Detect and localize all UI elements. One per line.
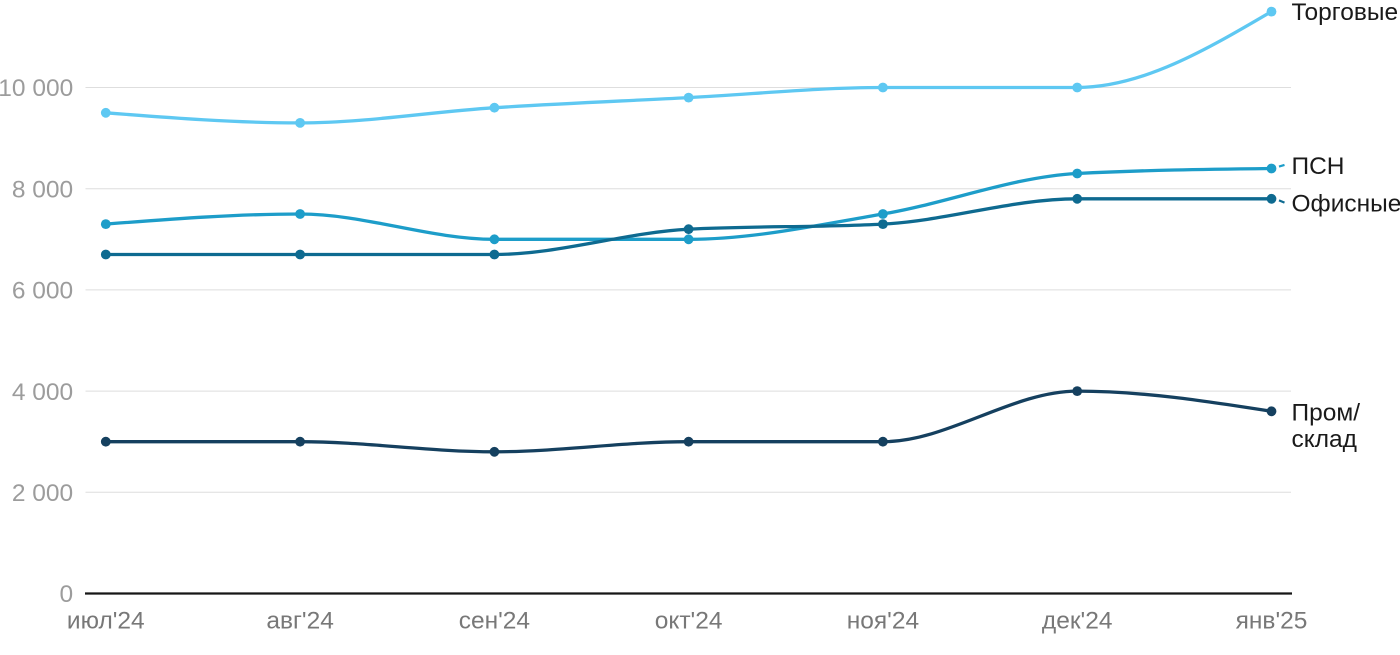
svg-text:10 000: 10 000 bbox=[0, 75, 73, 102]
svg-text:4 000: 4 000 bbox=[12, 379, 73, 406]
svg-text:склад: склад bbox=[1292, 426, 1357, 453]
svg-text:2 000: 2 000 bbox=[12, 480, 73, 507]
svg-text:ноя'24: ноя'24 bbox=[847, 608, 919, 635]
svg-text:Торговые: Торговые bbox=[1292, 0, 1399, 26]
svg-text:окт'24: окт'24 bbox=[655, 608, 723, 635]
svg-text:6 000: 6 000 bbox=[12, 278, 73, 305]
svg-text:сен'24: сен'24 bbox=[459, 608, 530, 635]
svg-text:ПСН: ПСН bbox=[1292, 153, 1345, 180]
svg-text:Пром/: Пром/ bbox=[1292, 400, 1361, 427]
svg-text:дек'24: дек'24 bbox=[1042, 608, 1113, 635]
svg-text:Офисные: Офисные bbox=[1292, 191, 1400, 218]
svg-text:июл'24: июл'24 bbox=[67, 608, 145, 635]
svg-text:янв'25: янв'25 bbox=[1236, 608, 1308, 635]
svg-text:0: 0 bbox=[60, 581, 74, 608]
svg-text:авг'24: авг'24 bbox=[266, 608, 334, 635]
svg-text:8 000: 8 000 bbox=[12, 176, 73, 203]
